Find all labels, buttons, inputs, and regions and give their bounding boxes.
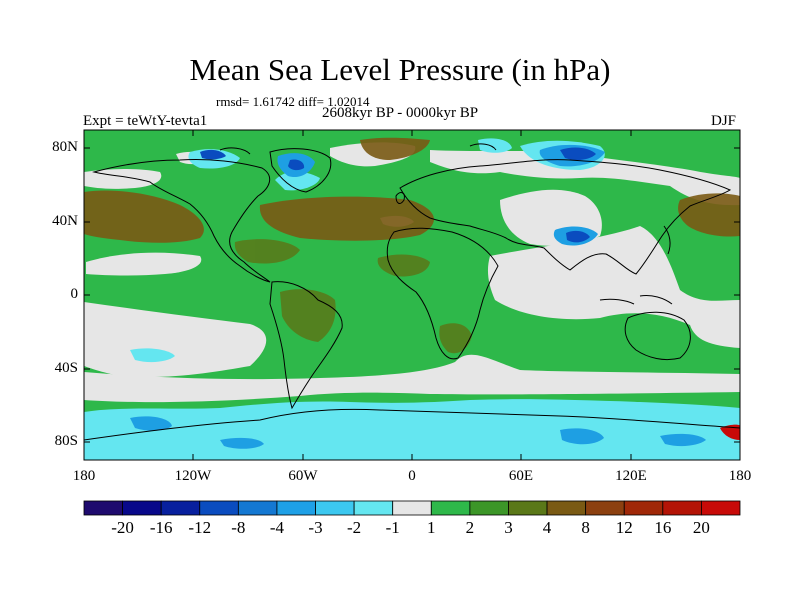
colorbar-label: -1 xyxy=(385,518,400,537)
colorbar-label: -8 xyxy=(231,518,246,537)
colorbar-box xyxy=(623,500,664,516)
colorbar-box xyxy=(237,500,278,516)
colorbar-label: -12 xyxy=(188,518,212,537)
colorbar-box xyxy=(315,500,355,516)
colorbar-box xyxy=(546,500,587,516)
experiment-label: Expt = teWtY-tevta1 xyxy=(83,113,208,129)
colorbar-label: 8 xyxy=(581,518,590,537)
colorbar-box xyxy=(199,500,239,516)
colorbar-label: -3 xyxy=(308,518,323,537)
lat-tick-label: 0 xyxy=(70,286,79,302)
colorbar-box xyxy=(353,500,394,516)
colorbar-label: -16 xyxy=(149,518,173,537)
colorbar-label: -4 xyxy=(269,518,285,537)
colorbar-label: -20 xyxy=(111,518,134,537)
period-label: 2608kyr BP - 0000kyr BP xyxy=(322,105,479,121)
colorbar-label: 2 xyxy=(465,518,475,537)
colorbar-label: 20 xyxy=(692,518,710,537)
colorbar xyxy=(83,500,741,516)
stats-line: rmsd= 1.61742 diff= 1.02014 xyxy=(216,94,370,109)
colorbar-box xyxy=(585,500,625,516)
lon-tick-label: 60E xyxy=(508,468,534,484)
negative-strong-regions xyxy=(200,147,596,243)
lon-tick-label: 120E xyxy=(615,468,647,484)
positive-extreme-region xyxy=(720,424,740,440)
positive-mid-regions xyxy=(234,239,472,437)
lon-tick-label: 60W xyxy=(288,468,318,484)
colorbar-box xyxy=(122,500,162,516)
colorbar-label: 1 xyxy=(427,518,436,537)
axis-ticks xyxy=(84,130,740,460)
lon-tick-label: 120W xyxy=(174,468,212,484)
colorbar-box xyxy=(508,500,548,516)
colorbar-box xyxy=(430,500,471,516)
map-plot-area xyxy=(84,130,740,460)
lat-tick-label: 40S xyxy=(54,360,78,376)
colorbar-box xyxy=(392,500,432,516)
colorbar-box xyxy=(83,500,123,516)
colorbar-label: 4 xyxy=(542,518,552,537)
lon-tick-label: 0 xyxy=(408,468,416,484)
colorbar-label: 3 xyxy=(504,518,513,537)
colorbar-box xyxy=(469,500,509,516)
lat-tick-label: 80S xyxy=(54,433,78,449)
colorbar-box xyxy=(662,500,702,516)
map-title: Mean Sea Level Pressure (in hPa) xyxy=(189,52,611,87)
colorbar-label: 12 xyxy=(615,518,633,537)
colorbar-label: 16 xyxy=(654,518,672,537)
lon-tick-label: 180 xyxy=(72,468,96,484)
colorbar-box xyxy=(276,500,316,516)
colorbar-box xyxy=(701,500,741,516)
colorbar-label: -2 xyxy=(347,518,362,537)
lat-tick-label: 80N xyxy=(52,139,78,155)
lat-tick-label: 40N xyxy=(52,213,78,229)
season-label: DJF xyxy=(711,113,737,129)
colorbar-box xyxy=(160,500,201,516)
lon-tick-label: 180 xyxy=(728,468,752,484)
coastlines xyxy=(84,143,740,441)
